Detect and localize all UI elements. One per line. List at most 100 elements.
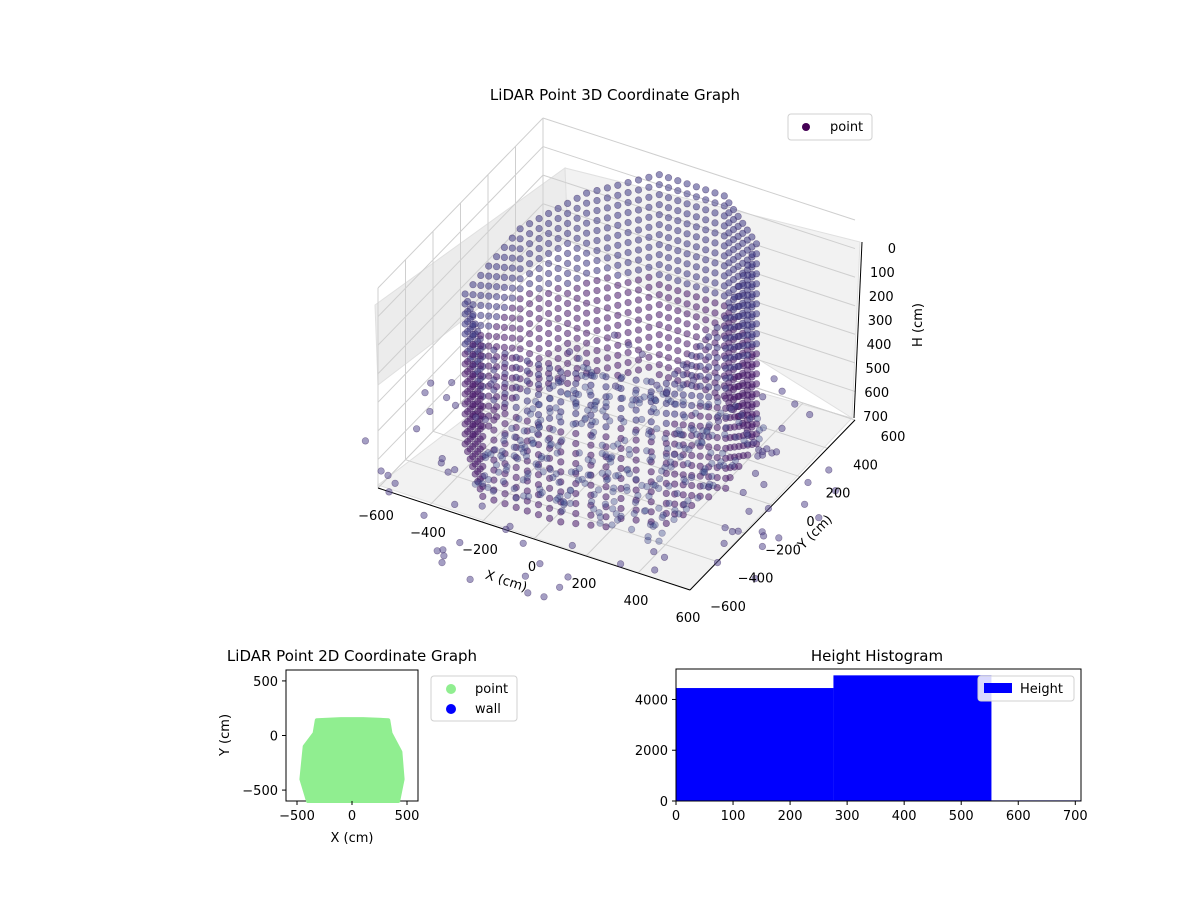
data-point-3d (500, 323, 509, 332)
data-point-3d (645, 303, 653, 311)
data-point-3d (493, 343, 501, 351)
data-point-3d (553, 449, 561, 457)
data-point-3d (722, 334, 730, 342)
data-point-3d (593, 257, 601, 265)
data-point-3d (593, 227, 601, 235)
data-point-3d (611, 382, 620, 390)
data-point-3d (477, 311, 485, 320)
data-point-3d (572, 402, 580, 411)
data-point-3d (664, 284, 673, 292)
data-point-3d (575, 464, 583, 473)
data-point-3d (603, 224, 612, 232)
data-point-3d (662, 419, 670, 428)
data-point-3d (645, 233, 653, 241)
data-point-3d (624, 249, 632, 257)
data-point-3d (493, 253, 501, 261)
data-point-3d (572, 430, 580, 438)
data-point-3d (662, 452, 671, 461)
data-point-3d (643, 447, 651, 455)
data-point-3d (704, 483, 713, 491)
data-point-3d (631, 498, 640, 507)
data-point-3d (512, 423, 520, 432)
data-point-3d (705, 493, 713, 501)
data-point-3d (534, 463, 542, 471)
data-point-3d (596, 513, 605, 521)
data-point-3d (508, 354, 516, 362)
data-point-3d (581, 415, 589, 424)
data-point-3d (535, 265, 543, 273)
data-point-3d (673, 430, 681, 438)
y-tick-label-3d: 200 (826, 487, 851, 502)
y-tick-label-3d: 400 (853, 458, 878, 473)
data-point-3d (655, 371, 663, 379)
data-point-3d (634, 186, 643, 194)
data-point-3d (683, 300, 691, 308)
data-point-3d (614, 311, 622, 319)
data-point-3d (534, 471, 543, 479)
data-point-3d (546, 441, 554, 449)
data-point-3d (722, 324, 730, 332)
data-point-3d (831, 487, 840, 495)
data-point-3d (631, 428, 640, 436)
data-point-3d (512, 453, 520, 462)
data-point-3d (711, 299, 719, 307)
data-point-3d (778, 424, 786, 433)
data-point-3d (469, 381, 477, 389)
data-point-3d (664, 334, 673, 342)
data-point-3d (740, 437, 748, 445)
data-point-3d (612, 510, 620, 518)
data-point-3d (557, 388, 565, 396)
data-point-3d (645, 427, 653, 435)
data-point-3d (584, 365, 592, 373)
data-point-3d (554, 204, 562, 213)
data-point-3d (557, 478, 565, 486)
data-point-3d (534, 511, 543, 519)
data-point-3d (614, 231, 622, 239)
data-point-3d (602, 523, 610, 531)
data-point-3d (645, 313, 653, 321)
data-point-3d (711, 309, 719, 317)
data-point-3d (535, 335, 543, 343)
data-point-3d (682, 505, 690, 513)
data-point-3d (632, 496, 640, 504)
data-point-3d (674, 247, 682, 255)
data-point-3d (478, 502, 486, 510)
data-point-3d (544, 329, 553, 338)
data-point-3d (557, 408, 565, 416)
data-point-3d (477, 331, 485, 340)
data-point-3d (778, 387, 786, 395)
data-point-3d (624, 269, 632, 277)
data-point-3d (688, 451, 696, 460)
data-point-3d (471, 480, 479, 488)
data-point-3d (558, 436, 566, 444)
data-point-3d (713, 354, 721, 362)
data-point-3d (603, 254, 612, 262)
data-point-3d (544, 229, 553, 238)
data-point-3d (635, 399, 643, 407)
z-tick-labels-3d: 0 100 200 300 400 500 600 700 (863, 242, 896, 425)
x-tick-label-2d: −500 (279, 809, 315, 824)
data-point-3d (722, 394, 730, 402)
data-point-3d (500, 243, 509, 251)
point-region-2d (299, 717, 405, 803)
data-point-3d (587, 391, 595, 399)
data-point-3d (705, 473, 713, 481)
data-point-3d (697, 399, 705, 407)
data-point-3d (493, 283, 501, 291)
data-point-3d (671, 460, 679, 468)
data-point-3d (683, 290, 691, 298)
data-point-3d (572, 519, 580, 528)
data-point-3d (575, 449, 583, 457)
data-point-3d (683, 330, 691, 338)
data-point-3d (664, 254, 673, 262)
data-point-3d (603, 274, 612, 282)
x-tick-label-2d: 0 (348, 809, 356, 824)
data-point-3d (490, 446, 498, 454)
data-point-3d (535, 355, 543, 363)
data-point-3d (713, 454, 721, 462)
data-point-3d (523, 477, 531, 485)
data-point-3d (702, 246, 710, 254)
data-point-3d (563, 229, 572, 237)
data-point-3d (655, 281, 663, 289)
data-point-3d (523, 467, 531, 475)
